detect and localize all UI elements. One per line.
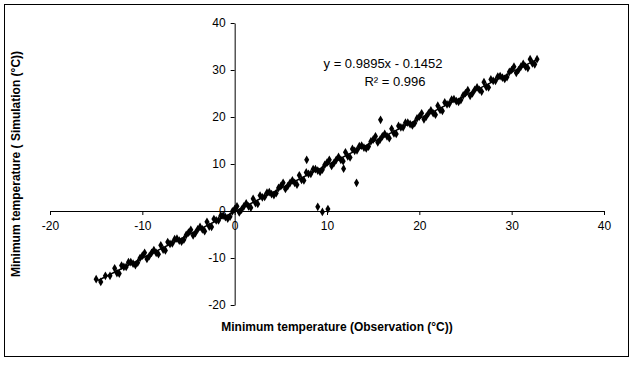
x-axis-tick: 40 [598,211,612,233]
y-axis-tick-label: 40 [212,16,226,30]
y-axis-tick: 10 [212,157,234,171]
annotation: y = 0.9895x - 0.1452 [324,56,443,71]
x-axis-tick: -10 [134,211,152,233]
x-axis-tick-label: 30 [505,219,519,233]
x-axis-tick: 30 [505,211,519,233]
x-axis-tick-mark [142,211,143,215]
x-axis-tick: -20 [42,211,60,233]
y-axis-line [235,24,236,306]
x-axis-tick-label: 40 [598,219,612,233]
x-axis-tick-mark [50,211,51,215]
chart-border [5,5,629,357]
y-axis-tick-mark [231,70,235,71]
y-axis-tick-mark [231,258,235,259]
x-axis-tick-label: 20 [413,219,427,233]
y-axis-tick: 40 [212,16,234,30]
y-axis-tick-label: -10 [208,251,226,265]
y-axis-tick-label: -20 [208,298,226,312]
x-axis-title: Minimum temperature (Observation (°C)) [221,320,453,334]
y-axis-tick-mark [231,23,235,24]
x-axis-tick-mark [512,211,513,215]
x-axis: -20-10010203040 [42,211,612,233]
plot-area [94,55,540,287]
point [304,155,309,164]
y-axis-tick-mark [231,164,235,165]
x-axis-tick-label: -20 [42,219,60,233]
y-axis-tick-mark [231,117,235,118]
x-axis-tick: 20 [413,211,427,233]
y-axis-tick: -10 [208,251,234,265]
x-axis-tick-mark [604,211,605,215]
x-axis-tick-label: -10 [134,219,152,233]
x-axis-tick-label: 10 [321,219,335,233]
y-axis-tick-mark [231,305,235,306]
y-axis-title: Minimum temperature ( Simulation (°C)) [9,51,23,277]
y-axis: -20-10010203040 [208,16,235,312]
point [325,205,330,214]
x-axis-tick-mark [419,211,420,215]
point [378,115,383,124]
y-axis-tick-label: 20 [212,110,226,124]
trend-line [98,59,538,280]
chart: -20-10010203040-20-10010203040y = 0.9895… [0,0,633,367]
point [315,202,320,211]
point [341,164,346,173]
y-axis-tick-label: 10 [212,157,226,171]
point [354,178,359,187]
point [320,208,325,217]
scatter-series [94,55,540,287]
y-axis-tick: 20 [212,110,234,124]
annotation: R² = 0.996 [364,74,425,89]
y-axis-tick-label: 30 [212,63,226,77]
y-axis-tick: 30 [212,63,234,77]
y-axis-tick: -20 [208,298,234,312]
point [94,275,99,284]
